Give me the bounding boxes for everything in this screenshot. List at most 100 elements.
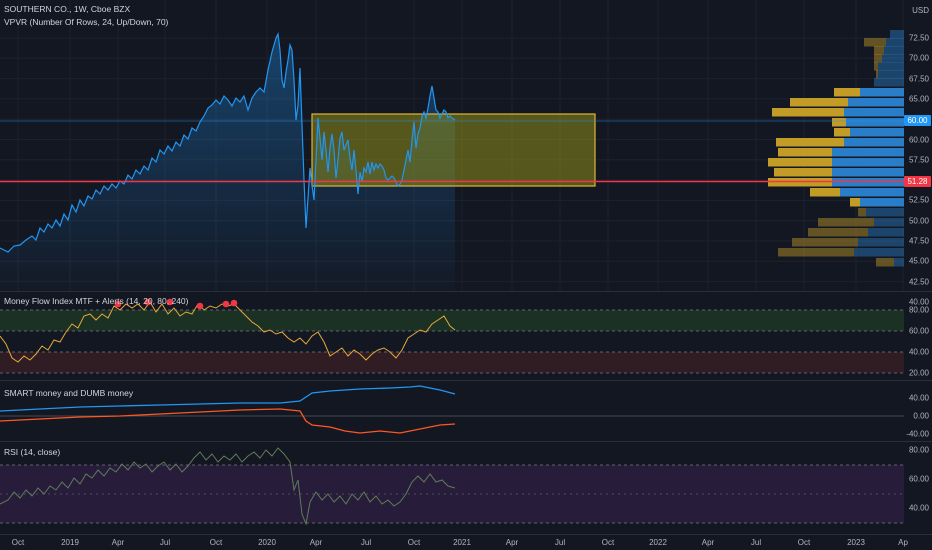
smart-dumb-chart[interactable] xyxy=(0,381,904,441)
mfi-alert-marker xyxy=(114,300,122,308)
rsi-line xyxy=(0,447,456,526)
volume-profile-up-bar xyxy=(832,148,904,157)
volume-profile-down-bar xyxy=(832,118,846,127)
price-line xyxy=(0,31,456,253)
price-axis-tick-label: 52.50 xyxy=(908,195,929,205)
time-axis-label: Apr xyxy=(505,538,519,547)
time-axis-label: 2020 xyxy=(258,538,276,547)
price-axis-tick-label: 50.00 xyxy=(908,216,929,226)
pane-separator[interactable] xyxy=(0,291,932,292)
volume-profile-down-bar xyxy=(874,54,882,63)
price-axis-tick-label: 57.50 xyxy=(908,155,929,165)
smart-axis[interactable]: 40.00 0.00 -40.00 xyxy=(904,381,932,441)
time-axis-label: Oct xyxy=(407,538,421,547)
volume-profile-down-bar xyxy=(834,128,850,137)
time-axis-label: Jul xyxy=(159,538,171,547)
time-axis-label: Oct xyxy=(797,538,811,547)
mfi-axis-tick-label: 80.00 xyxy=(908,305,929,315)
volume-profile-up-bar xyxy=(850,128,904,137)
mfi-axis[interactable]: 80.00 60.00 40.00 20.00 xyxy=(904,292,932,380)
volume-profile-up-bar xyxy=(860,198,904,207)
volume-profile-up-bar xyxy=(874,218,904,227)
volume-profile-up-bar xyxy=(874,78,904,87)
volume-profile-up-bar xyxy=(844,108,904,117)
volume-profile-up-bar xyxy=(878,62,904,71)
time-axis-label: Apr xyxy=(701,538,715,547)
mfi-alert-marker xyxy=(230,299,238,307)
rsi-pane[interactable]: RSI (14, close) xyxy=(0,442,904,534)
rsi-axis[interactable]: 80.00 60.00 40.00 xyxy=(904,442,932,534)
price-axis-tick-label: 72.50 xyxy=(908,33,929,43)
time-axis-label: 2022 xyxy=(649,538,667,547)
price-axis-tick-label: 70.00 xyxy=(908,53,929,63)
volume-profile-up-bar xyxy=(854,248,904,257)
volume-profile-up-bar xyxy=(890,30,904,39)
time-axis-label: 2021 xyxy=(453,538,471,547)
volume-profile-down-bar xyxy=(864,38,886,47)
volume-profile-down-bar xyxy=(876,70,878,79)
time-axis-label: Jul xyxy=(750,538,762,547)
rsi-chart[interactable] xyxy=(0,442,904,534)
volume-profile-up-bar xyxy=(866,208,904,217)
volume-profile-up-bar xyxy=(860,88,904,97)
mfi-chart[interactable] xyxy=(0,292,904,380)
volume-profile-up-bar xyxy=(846,118,904,127)
volume-profile-up-bar xyxy=(858,238,904,247)
volume-profile-down-bar xyxy=(792,238,858,247)
current-price-tag: 60.00 xyxy=(904,115,931,126)
line-price-tag: 51.28 xyxy=(904,176,931,187)
price-pane[interactable]: SOUTHERN CO., 1W, Cboe BZX VPVR (Number … xyxy=(0,0,904,291)
smart-title: SMART money and DUMB money xyxy=(4,388,134,398)
mfi-title: Money Flow Index MTF + Alerts (14, 20, 8… xyxy=(4,296,189,306)
time-axis-label: Oct xyxy=(11,538,25,547)
price-axis-tick-label: 67.50 xyxy=(908,74,929,84)
price-axis-tick-label: 65.00 xyxy=(908,94,929,104)
mfi-axis-tick-label: 40.00 xyxy=(908,347,929,357)
mfi-alert-marker xyxy=(196,302,204,310)
mfi-alert-marker xyxy=(166,298,174,306)
volume-profile-up-bar xyxy=(886,38,904,47)
price-axis-tick-label: 60.00 xyxy=(908,135,929,144)
volume-profile-down-bar xyxy=(774,168,832,177)
dumb-money-line xyxy=(0,408,456,434)
pane-separator[interactable] xyxy=(0,441,932,442)
volume-profile-down-bar xyxy=(834,88,860,97)
volume-profile-up-bar xyxy=(878,70,904,79)
time-axis-label: Oct xyxy=(601,538,615,547)
volume-profile-up-bar xyxy=(868,228,904,237)
mfi-upper-band xyxy=(0,310,904,331)
pane-separator[interactable] xyxy=(0,380,932,381)
time-axis-label: Jul xyxy=(554,538,566,547)
volume-profile-down-bar xyxy=(876,258,894,267)
volume-profile-up-bar xyxy=(832,158,904,167)
indicator-title: VPVR (Number Of Rows, 24, Up/Down, 70) xyxy=(4,17,169,27)
price-axis-tick-label: 47.50 xyxy=(908,236,929,246)
volume-profile-down-bar xyxy=(778,248,854,257)
price-axis-tick-label: 45.00 xyxy=(908,256,929,266)
volume-profile-down-bar xyxy=(858,208,866,217)
volume-profile-down-bar xyxy=(768,158,832,167)
price-chart[interactable] xyxy=(0,0,904,291)
smart-axis-tick-label: 0.00 xyxy=(913,411,929,421)
smart-axis-tick-label: 40.00 xyxy=(908,393,929,403)
price-axis[interactable]: USD 72.5070.0067.5065.0062.5060.0057.505… xyxy=(904,0,932,306)
symbol-title: SOUTHERN CO., 1W, Cboe BZX xyxy=(4,4,131,14)
time-axis-label: Apr xyxy=(309,538,323,547)
volume-profile-up-bar xyxy=(894,258,904,267)
time-axis-label: Ap xyxy=(898,538,908,547)
smart-pane[interactable]: SMART money and DUMB money xyxy=(0,381,904,441)
volume-profile-up-bar xyxy=(840,188,904,197)
mfi-alert-marker xyxy=(144,298,152,306)
price-axis-tick-label: 42.50 xyxy=(908,277,929,287)
volume-profile-down-bar xyxy=(874,46,884,55)
mfi-pane[interactable]: Money Flow Index MTF + Alerts (14, 20, 8… xyxy=(0,292,904,380)
time-axis-label: Apr xyxy=(111,538,125,547)
time-axis-label: 2019 xyxy=(61,538,79,547)
smart-axis-tick-label: -40.00 xyxy=(906,429,929,439)
volume-profile-up-bar xyxy=(832,168,904,177)
currency-label: USD xyxy=(912,6,929,15)
volume-profile-down-bar xyxy=(818,218,874,227)
volume-profile-down-bar xyxy=(790,98,848,107)
volume-profile-down-bar xyxy=(810,188,840,197)
time-axis-label: Jul xyxy=(360,538,372,547)
